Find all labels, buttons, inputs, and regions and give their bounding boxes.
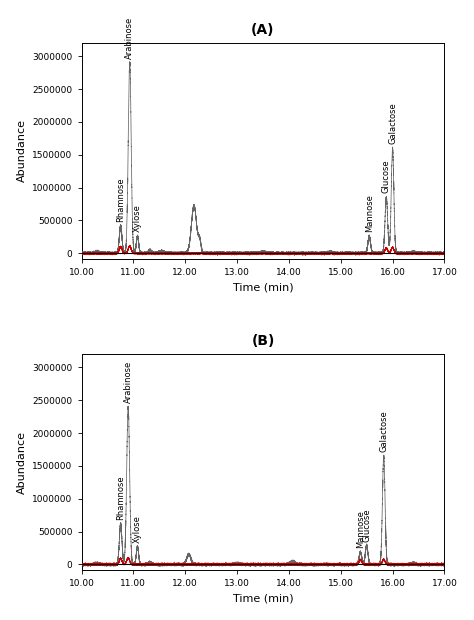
Text: Arabinose: Arabinose [124, 361, 133, 403]
Text: Glucose: Glucose [362, 508, 371, 541]
Y-axis label: Abundance: Abundance [17, 119, 27, 182]
X-axis label: Time (min): Time (min) [233, 282, 293, 292]
Text: (A): (A) [251, 22, 275, 37]
Text: Glucose: Glucose [382, 160, 391, 193]
Text: Mannose: Mannose [356, 510, 365, 549]
Text: Arabinose: Arabinose [125, 17, 134, 59]
Text: Rhamnose: Rhamnose [116, 177, 125, 222]
Y-axis label: Abundance: Abundance [17, 430, 27, 494]
Text: Xylose: Xylose [133, 515, 142, 543]
Text: (B): (B) [251, 334, 274, 348]
X-axis label: Time (min): Time (min) [233, 593, 293, 603]
Text: Xylose: Xylose [133, 205, 142, 232]
Text: Mannose: Mannose [365, 194, 374, 232]
Text: Rhamnose: Rhamnose [116, 475, 125, 520]
Text: Galactose: Galactose [388, 102, 397, 144]
Text: Galactose: Galactose [379, 410, 388, 452]
